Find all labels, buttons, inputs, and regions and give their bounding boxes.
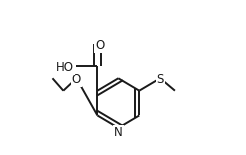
Text: O: O (95, 39, 104, 52)
Text: S: S (156, 73, 164, 86)
Text: HO: HO (56, 61, 74, 74)
Text: O: O (72, 73, 81, 86)
Text: N: N (114, 126, 123, 139)
